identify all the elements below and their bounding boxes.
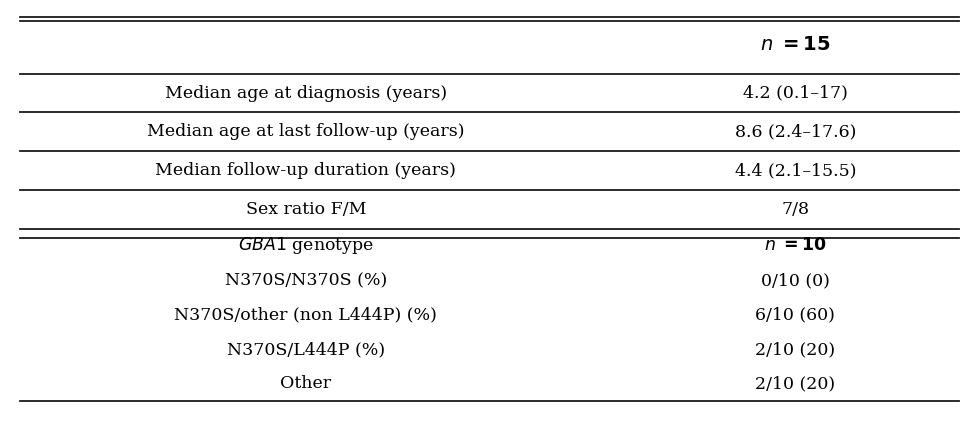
Text: Other: Other <box>280 376 332 392</box>
Text: Sex ratio F/M: Sex ratio F/M <box>245 201 366 218</box>
Text: 2/10 (20): 2/10 (20) <box>755 376 834 392</box>
Text: 4.2 (0.1–17): 4.2 (0.1–17) <box>742 85 847 101</box>
Text: Median age at last follow-up (years): Median age at last follow-up (years) <box>147 123 465 140</box>
Text: N370S/N370S (%): N370S/N370S (%) <box>225 272 386 289</box>
Text: 0/10 (0): 0/10 (0) <box>760 272 829 289</box>
Text: 8.6 (2.4–17.6): 8.6 (2.4–17.6) <box>734 123 855 140</box>
Text: 7/8: 7/8 <box>780 201 809 218</box>
Text: 4.4 (2.1–15.5): 4.4 (2.1–15.5) <box>734 162 856 179</box>
Text: N370S/L444P (%): N370S/L444P (%) <box>227 341 384 358</box>
Text: 2/10 (20): 2/10 (20) <box>755 341 834 358</box>
Text: $\mathit{GBA1}$ genotype: $\mathit{GBA1}$ genotype <box>238 235 374 256</box>
Text: $\mathit{n}$ $\mathbf{= 10}$: $\mathit{n}$ $\mathbf{= 10}$ <box>763 237 826 254</box>
Text: Median follow-up duration (years): Median follow-up duration (years) <box>156 162 456 179</box>
Text: $\mathit{n}$ $\mathbf{= 15}$: $\mathit{n}$ $\mathbf{= 15}$ <box>760 36 829 54</box>
Text: N370S/other (non L444P) (%): N370S/other (non L444P) (%) <box>174 306 437 323</box>
Text: Median age at diagnosis (years): Median age at diagnosis (years) <box>164 85 447 101</box>
Text: 6/10 (60): 6/10 (60) <box>755 306 834 323</box>
